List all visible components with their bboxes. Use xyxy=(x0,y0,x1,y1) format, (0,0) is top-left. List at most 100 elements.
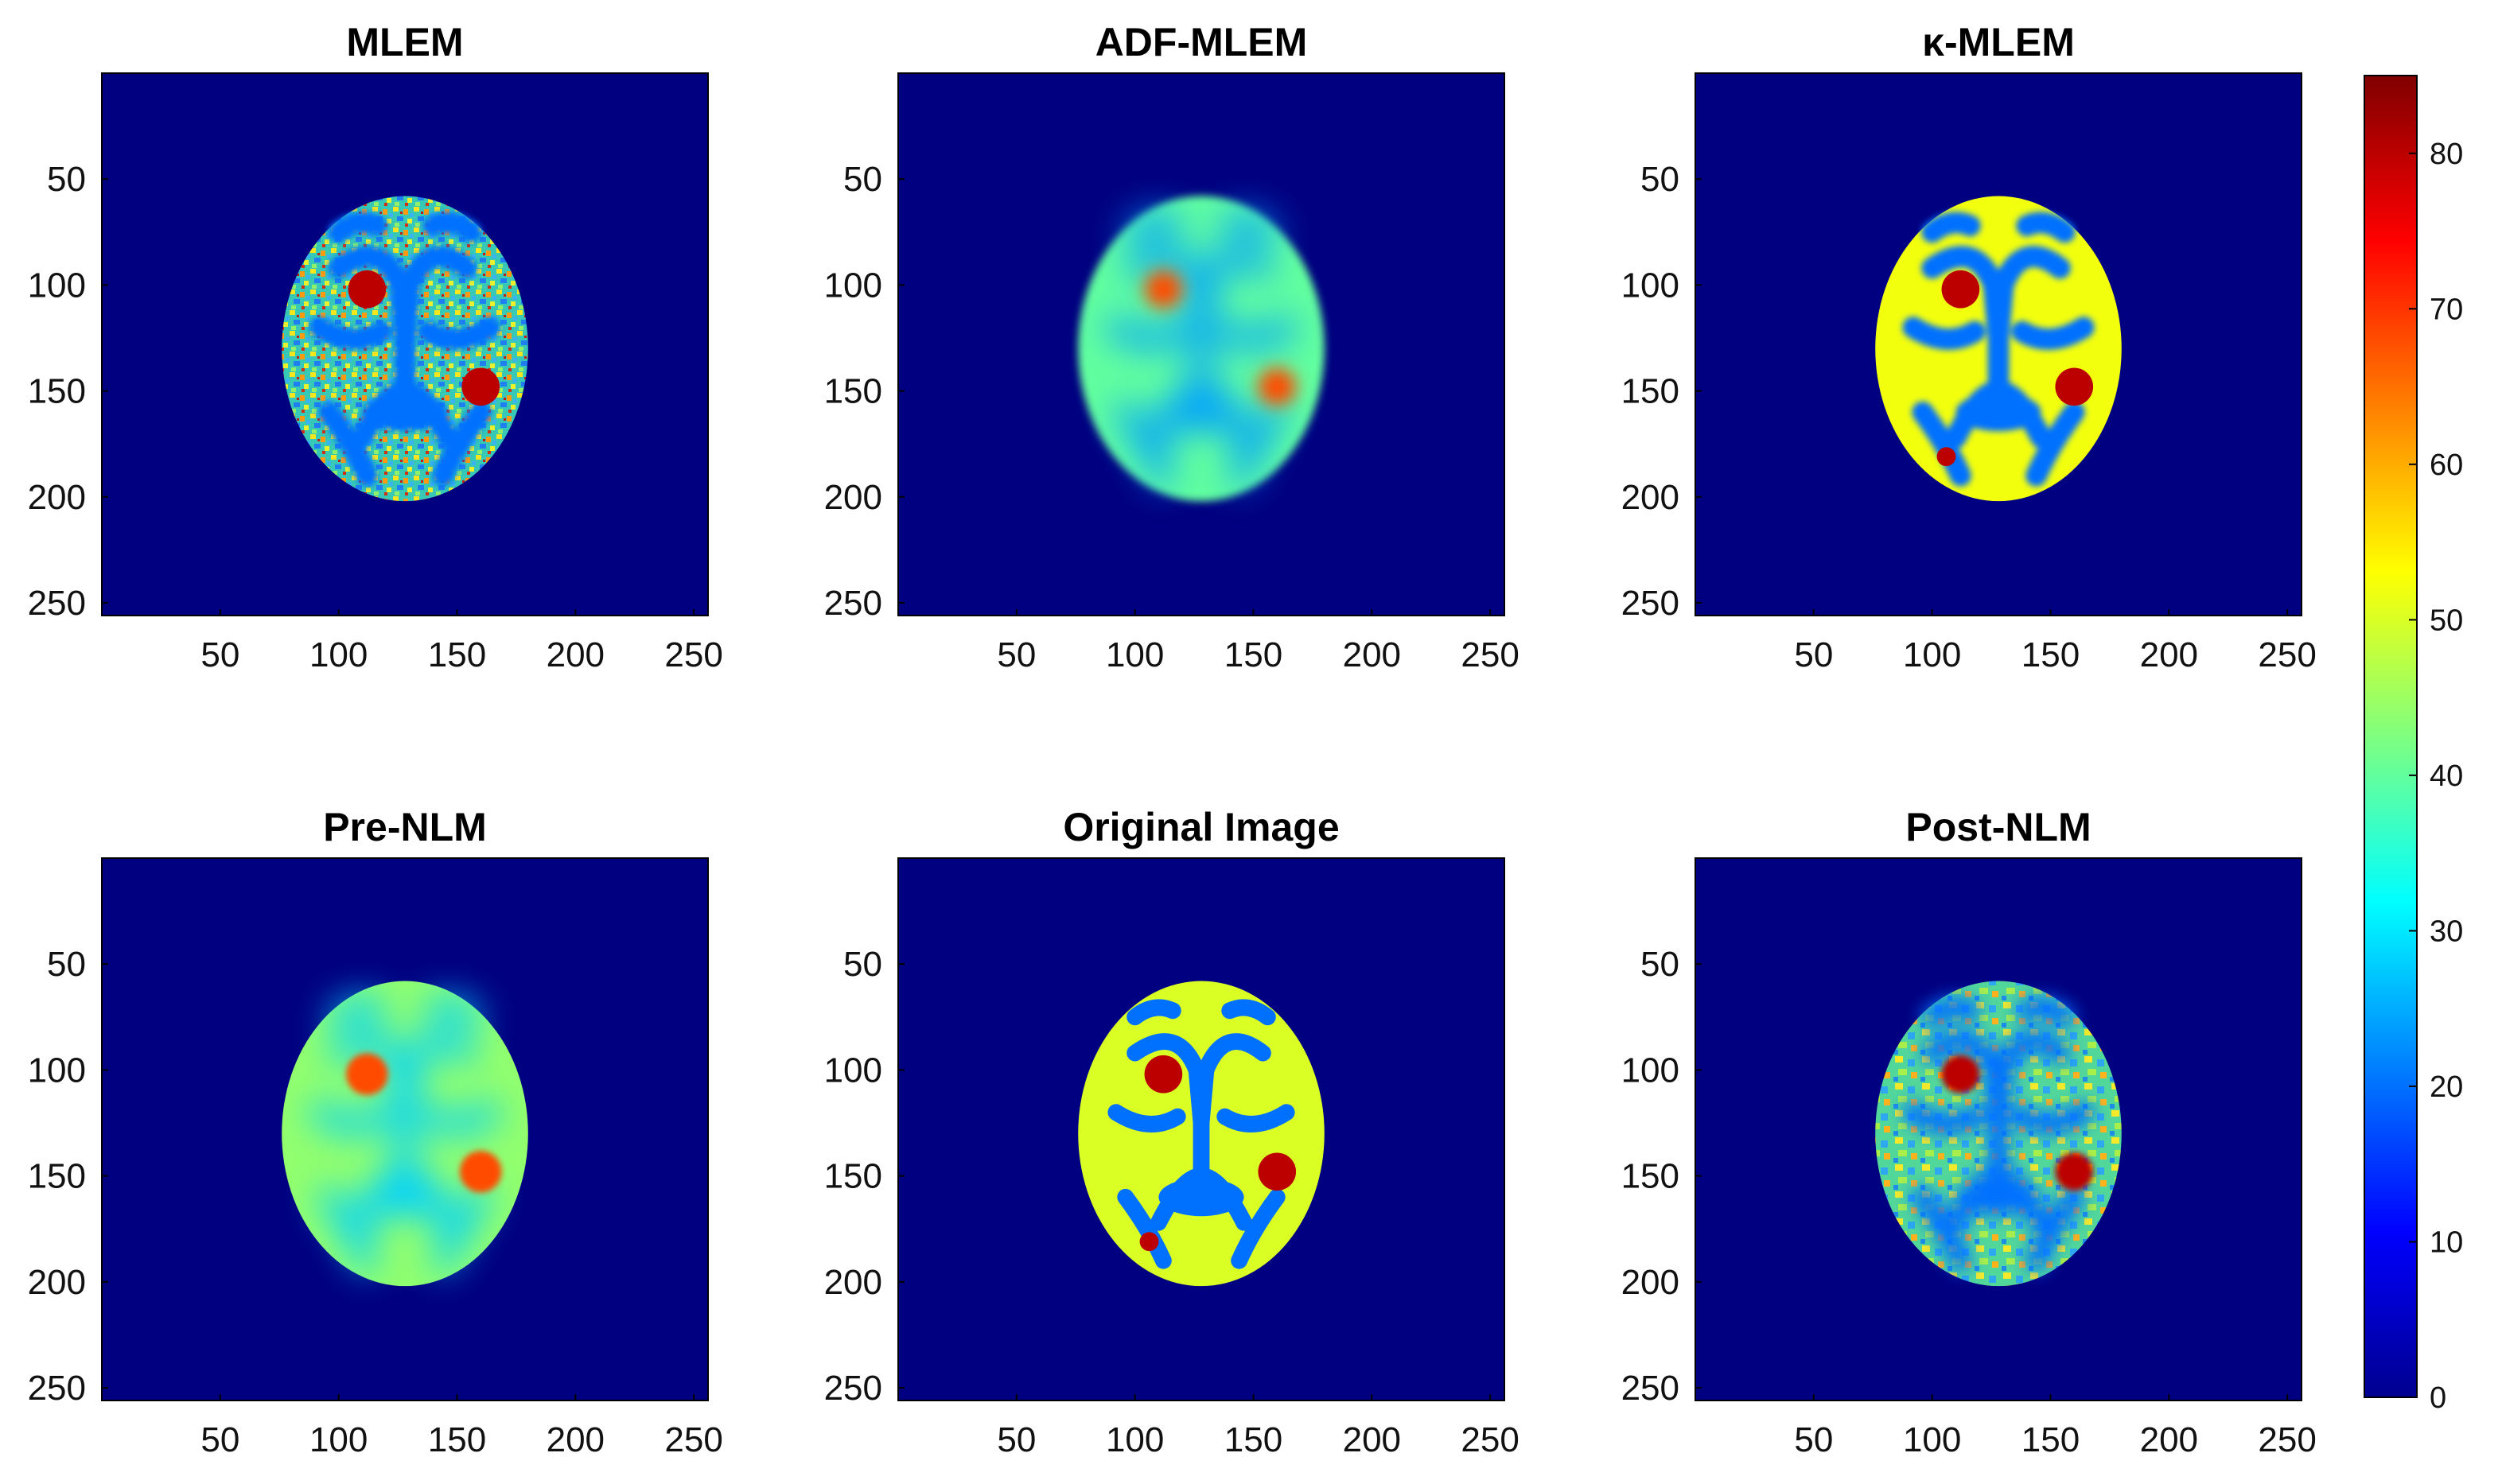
y-tick-label: 200 xyxy=(824,1263,882,1302)
y-tick-label: 50 xyxy=(843,945,882,984)
x-tick-label: 100 xyxy=(309,1420,368,1459)
y-tick-label: 250 xyxy=(1621,1369,1679,1408)
lesion xyxy=(1258,1152,1297,1191)
y-tick-label: 250 xyxy=(824,1369,882,1408)
lesion xyxy=(1139,1232,1159,1252)
brain-image xyxy=(282,981,528,1287)
y-tick-label: 50 xyxy=(47,160,86,199)
white-matter-tract xyxy=(1912,401,1971,487)
white-matter-tract xyxy=(1912,1186,1971,1272)
y-tick-label: 200 xyxy=(1621,1263,1679,1302)
lesions xyxy=(346,1053,502,1193)
ventricle-posterior xyxy=(1955,1178,2041,1217)
white-matter-tract xyxy=(418,1101,501,1135)
lesions xyxy=(1139,1055,1297,1252)
panel-3: κ-MLEM 50 100 150 200 250 50 100 150 200 250 xyxy=(1621,20,2317,674)
white-matter xyxy=(1902,996,2095,1272)
white-matter-tract xyxy=(1214,317,1298,350)
y-tick-label: 100 xyxy=(1621,1051,1679,1090)
y-tick-label: 50 xyxy=(47,945,86,984)
colorbar-tick-label: 30 xyxy=(2430,915,2463,948)
y-tick-label: 200 xyxy=(1621,478,1679,517)
white-matter-tract xyxy=(1219,212,1278,243)
y-tick-label: 200 xyxy=(824,478,882,517)
y-tick-label: 250 xyxy=(824,584,882,623)
x-tick-label: 250 xyxy=(1461,635,1519,674)
lesion xyxy=(1936,447,1956,467)
lesion xyxy=(1941,270,1980,309)
axes-box xyxy=(101,72,709,616)
axes-box xyxy=(897,857,1505,1401)
x-tick-label: 100 xyxy=(1903,635,1961,674)
y-tick-label: 50 xyxy=(1640,160,1679,199)
lesion xyxy=(1258,367,1297,406)
panel-title: Pre-NLM xyxy=(323,805,487,849)
white-matter-tract xyxy=(1921,212,1981,243)
colorbar-tick-label: 60 xyxy=(2430,449,2463,482)
x-tick-label: 200 xyxy=(2140,635,2198,674)
y-tick-label: 250 xyxy=(28,1369,86,1408)
lesions xyxy=(1144,270,1297,406)
ventricle-posterior xyxy=(1158,1178,1244,1217)
x-tick-label: 100 xyxy=(1903,1420,1961,1459)
panel-1: MLEM 50 100 150 200 250 50 100 150 200 250 xyxy=(28,20,723,674)
white-matter-tract xyxy=(2011,1101,2095,1135)
axes-box xyxy=(101,857,709,1401)
x-tick-label: 200 xyxy=(1343,635,1401,674)
y-tick-label: 150 xyxy=(824,1157,882,1196)
x-tick-label: 150 xyxy=(428,1420,486,1459)
panel-title: MLEM xyxy=(346,20,463,64)
x-tick-label: 200 xyxy=(2140,1420,2198,1459)
y-tick-label: 100 xyxy=(824,1051,882,1090)
x-tick-label: 150 xyxy=(1224,1420,1282,1459)
y-tick-label: 150 xyxy=(28,1157,86,1196)
y-tick-label: 150 xyxy=(1621,1157,1679,1196)
white-matter-tract xyxy=(1115,401,1174,487)
x-tick-label: 150 xyxy=(2021,1420,2080,1459)
ventricle-posterior xyxy=(1955,393,2041,432)
y-tick-label: 100 xyxy=(824,266,882,305)
x-tick-label: 250 xyxy=(664,1420,722,1459)
panel-6: Post-NLM 50 100 150 200 250 50 100 150 200 250 xyxy=(1621,805,2317,1459)
colorbar-tick-label: 40 xyxy=(2430,759,2463,793)
white-matter-tract xyxy=(2025,401,2085,487)
colorbar-gradient xyxy=(2364,75,2418,1398)
white-matter xyxy=(1902,212,2095,487)
brain-image xyxy=(1875,196,2122,502)
ventricle-posterior xyxy=(362,1178,448,1217)
lesion xyxy=(461,367,500,406)
x-tick-label: 50 xyxy=(200,1420,239,1459)
ventricle-posterior xyxy=(362,393,448,432)
white-matter xyxy=(1105,212,1298,487)
x-tick-label: 250 xyxy=(2258,1420,2316,1459)
x-tick-label: 250 xyxy=(664,635,722,674)
lesions xyxy=(1941,1055,2094,1191)
white-matter-tract xyxy=(1216,1104,1295,1132)
white-matter-tract xyxy=(1921,996,1981,1028)
white-matter-tract xyxy=(328,212,387,243)
white-matter-tract xyxy=(309,317,392,350)
y-tick-label: 250 xyxy=(28,584,86,623)
x-tick-label: 150 xyxy=(1224,635,1282,674)
y-tick-label: 150 xyxy=(1621,372,1679,411)
y-tick-label: 200 xyxy=(28,478,86,517)
white-matter-tract xyxy=(422,996,482,1028)
white-matter-tract xyxy=(1107,1104,1186,1132)
white-matter-tract xyxy=(1902,1101,1986,1135)
white-matter xyxy=(309,996,501,1272)
white-matter xyxy=(1107,999,1295,1269)
panel-title: Post-NLM xyxy=(1905,805,2091,849)
brain-image xyxy=(1875,981,2122,1287)
white-matter-tract xyxy=(1228,401,1288,487)
colorbar-tick-label: 80 xyxy=(2430,138,2463,171)
x-tick-label: 50 xyxy=(200,635,239,674)
y-tick-label: 250 xyxy=(1621,584,1679,623)
white-matter-tract xyxy=(309,1101,392,1135)
white-matter-tract xyxy=(432,1186,492,1272)
panel-title: κ-MLEM xyxy=(1922,20,2075,64)
white-matter xyxy=(309,212,501,487)
x-tick-label: 250 xyxy=(2258,635,2316,674)
x-tick-label: 250 xyxy=(1461,1420,1519,1459)
x-tick-label: 200 xyxy=(1343,1420,1401,1459)
